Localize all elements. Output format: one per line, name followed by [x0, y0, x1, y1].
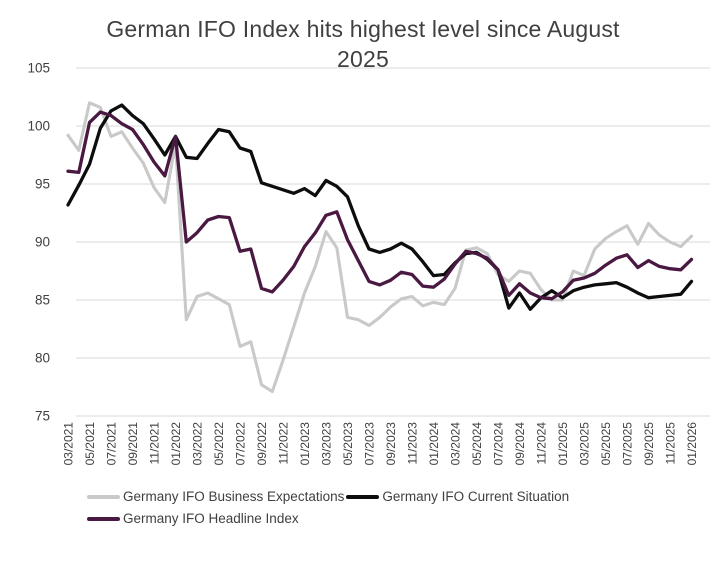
- x-tick-label-11-2021: 11/2021: [148, 422, 162, 465]
- legend-item-current-situation: Germany IFO Current Situation: [346, 489, 569, 504]
- legend-swatch-current-situation: [346, 494, 380, 499]
- x-tick-label-07-2024: 07/2024: [492, 422, 506, 466]
- x-tick-label-11-2023: 11/2023: [406, 422, 420, 465]
- x-tick-label-05-2022: 05/2022: [212, 422, 226, 466]
- legend-label-current-situation: Germany IFO Current Situation: [382, 489, 570, 504]
- x-tick-label-01-2024: 01/2024: [427, 422, 441, 466]
- x-tick-label-03-2024: 03/2024: [449, 422, 463, 466]
- y-tick-label-95: 95: [35, 177, 50, 192]
- x-tick-label-05-2024: 05/2024: [470, 422, 484, 466]
- y-tick-label-100: 100: [27, 119, 50, 134]
- series-line-0: [66, 101, 694, 394]
- x-tick-label-05-2021: 05/2021: [83, 422, 97, 466]
- x-tick-label-11-2024: 11/2024: [535, 422, 549, 465]
- legend-row-2: Germany IFO Headline Index: [87, 511, 571, 526]
- x-tick-label-03-2023: 03/2023: [320, 422, 334, 466]
- x-tick-label-09-2021: 09/2021: [126, 422, 140, 466]
- chart-legend: Germany IFO Business Expectations German…: [87, 489, 571, 526]
- x-tick-label-05-2025: 05/2025: [599, 422, 613, 466]
- x-tick-label-01-2022: 01/2022: [169, 422, 183, 466]
- legend-swatch-headline-index: [87, 516, 120, 521]
- x-tick-label-09-2023: 09/2023: [384, 422, 398, 466]
- chart-title-line-1: German IFO Index hits highest level sinc…: [106, 16, 620, 42]
- x-tick-label-01-2026: 01/2026: [685, 422, 699, 466]
- x-tick-label-07-2023: 07/2023: [363, 422, 377, 466]
- y-tick-label-90: 90: [35, 235, 50, 250]
- x-tick-label-09-2022: 09/2022: [255, 422, 269, 466]
- legend-label-business-expectations: Germany IFO Business Expectations: [123, 489, 345, 504]
- y-tick-label-105: 105: [27, 61, 50, 76]
- legend-row-1: Germany IFO Business Expectations German…: [87, 489, 571, 504]
- x-tick-label-07-2021: 07/2021: [105, 422, 119, 466]
- x-tick-label-09-2024: 09/2024: [513, 422, 527, 466]
- x-tick-label-11-2025: 11/2025: [664, 422, 678, 465]
- series-line-2: [66, 110, 694, 301]
- x-tick-label-09-2025: 09/2025: [642, 422, 656, 466]
- legend-item-headline-index: Germany IFO Headline Index: [87, 511, 299, 526]
- x-tick-label-03-2022: 03/2022: [191, 422, 205, 466]
- x-tick-label-07-2025: 07/2025: [621, 422, 635, 466]
- series-line-1: [66, 103, 694, 311]
- y-tick-label-80: 80: [35, 351, 50, 366]
- x-tick-label-03-2025: 03/2025: [578, 422, 592, 466]
- legend-swatch-business-expectations: [87, 494, 120, 499]
- legend-label-headline-index: Germany IFO Headline Index: [123, 511, 299, 526]
- x-tick-label-11-2022: 11/2022: [277, 422, 291, 465]
- chart-title: German IFO Index hits highest level sinc…: [63, 14, 663, 74]
- y-tick-label-75: 75: [35, 409, 50, 424]
- legend-item-business-expectations: Germany IFO Business Expectations: [87, 489, 344, 504]
- y-tick-label-85: 85: [35, 293, 50, 308]
- x-tick-label-05-2023: 05/2023: [341, 422, 355, 466]
- x-tick-label-01-2025: 01/2025: [556, 422, 570, 466]
- x-tick-label-07-2022: 07/2022: [234, 422, 248, 466]
- x-tick-label-03-2021: 03/2021: [62, 422, 76, 466]
- x-tick-label-01-2023: 01/2023: [298, 422, 312, 466]
